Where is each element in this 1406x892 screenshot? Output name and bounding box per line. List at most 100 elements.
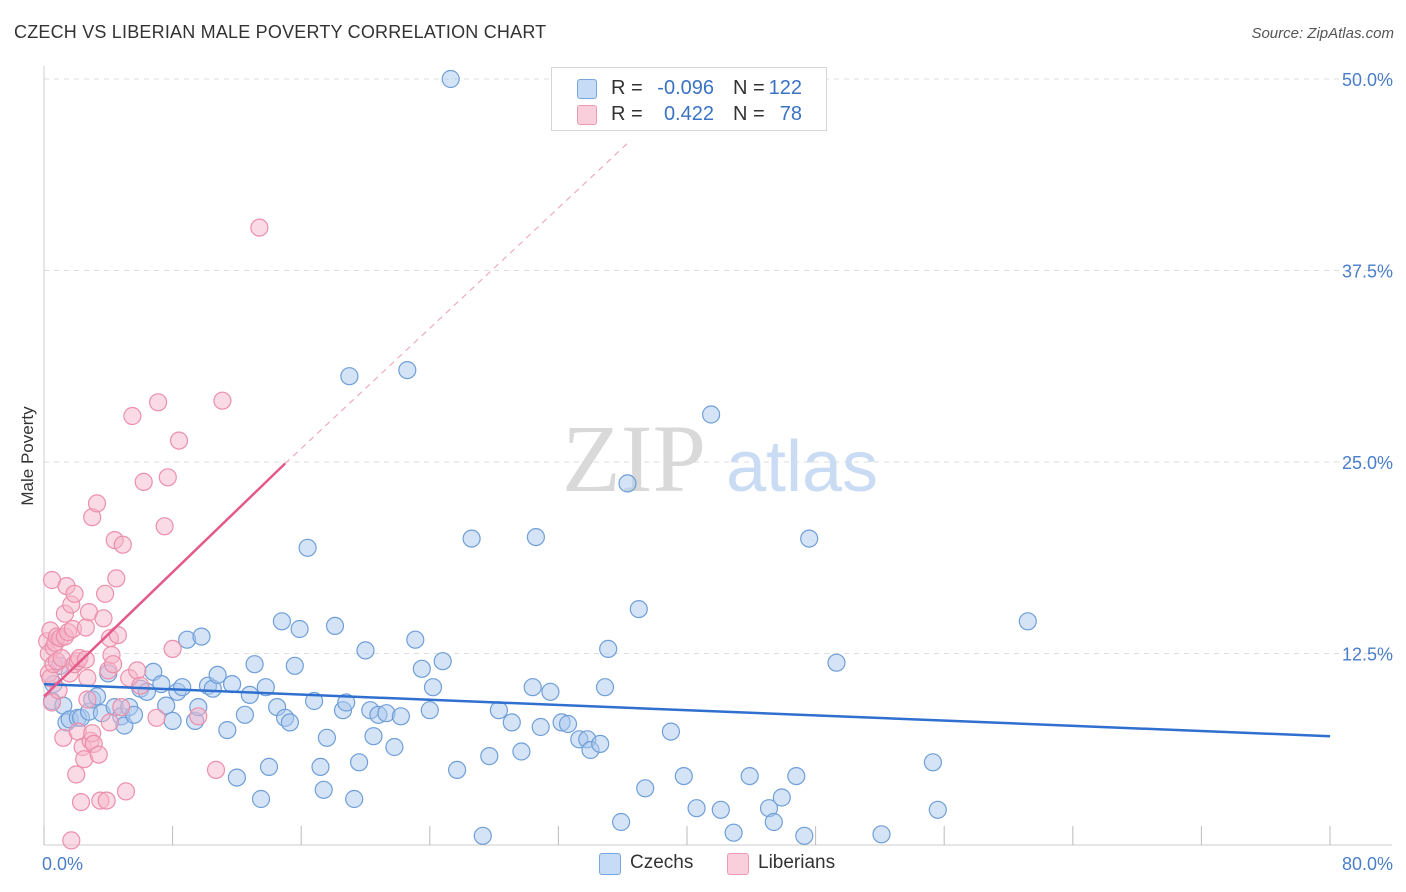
czech-point-57 [345, 789, 364, 809]
czech-point-74 [462, 529, 481, 548]
liberian-point-45 [94, 609, 113, 628]
gridlines [44, 78, 1392, 654]
liberian-point-49 [100, 713, 120, 732]
watermark-zip: ZIP [562, 405, 706, 512]
legend-n-label: N = [733, 77, 765, 99]
czech-point-37 [240, 685, 259, 705]
liberian-swatch [577, 105, 597, 125]
czech-point-83 [541, 682, 560, 701]
czech-point-105 [772, 788, 791, 807]
czech-point-111 [923, 753, 943, 772]
liberian-point-34 [76, 618, 95, 637]
liberian-point-62 [131, 676, 150, 695]
czech-point-66 [398, 361, 417, 380]
czech-point-91 [599, 639, 618, 659]
czech-point-22 [157, 696, 176, 715]
liberian-point-66 [155, 517, 174, 536]
czech-point-89 [591, 734, 610, 754]
czech-point-56 [340, 367, 359, 386]
czech-point-80 [523, 678, 542, 697]
liberian-point-72 [213, 391, 232, 410]
czech-point-99 [701, 405, 721, 424]
czech-point-49 [305, 691, 324, 711]
y-tick-label-2: 37.5% [1342, 262, 1393, 282]
czech-point-59 [356, 641, 375, 660]
y-tick-label-0: 12.5% [1342, 645, 1393, 665]
series-legend: Czechs Liberians [0, 850, 1406, 878]
y-tick-label-3: 50.0% [1342, 70, 1393, 90]
czech-point-69 [420, 701, 439, 720]
czech-point-65 [391, 707, 410, 726]
czech-point-47 [290, 619, 309, 639]
czech-point-39 [251, 789, 271, 809]
czech-point-112 [928, 800, 947, 819]
axes [43, 66, 1392, 846]
czech-swatch [577, 79, 597, 99]
legend-r-label: R = [611, 103, 643, 125]
liberian-point-33 [76, 650, 95, 669]
czech-points [42, 69, 1037, 845]
czech-point-35 [227, 768, 246, 787]
czech-point-67 [406, 630, 425, 649]
czech-point-77 [489, 701, 508, 720]
czech-point-34 [223, 674, 242, 694]
czech-point-41 [259, 757, 279, 777]
tick-labels: 12.5% 25.0% 37.5% 50.0% 0.0% 80.0% [42, 70, 1393, 874]
liberian-point-25 [65, 584, 84, 603]
chart-title: CZECH VS LIBERIAN MALE POVERTY CORRELATI… [14, 22, 547, 42]
czech-point-95 [636, 779, 655, 798]
correlation-legend: R = -0.096 N = 122 R = 0.422 N = 78 [551, 67, 827, 131]
czech-point-50 [311, 757, 330, 777]
legend-row-liberians: R = 0.422 N = 78 [552, 101, 826, 129]
liberian-point-68 [163, 639, 182, 659]
liberian-point-63 [134, 472, 153, 491]
liberian-point-65 [149, 393, 168, 412]
czech-point-94 [629, 599, 648, 619]
liberian-point-36 [78, 690, 97, 709]
czech-point-29 [192, 627, 211, 646]
liberian-point-30 [71, 792, 91, 812]
czech-point-55 [337, 693, 356, 712]
liberian-point-26 [67, 765, 86, 784]
czech-point-113 [1018, 612, 1037, 631]
legend-label-liberians: Liberians [758, 852, 836, 873]
liberian-point-73 [250, 218, 269, 237]
czech-point-106 [787, 766, 806, 786]
czech-point-75 [473, 826, 492, 845]
czech-point-52 [317, 728, 336, 747]
czech-point-58 [350, 753, 369, 772]
source-label: Source: ZipAtlas.com [1251, 25, 1394, 42]
liberian-point-54 [107, 569, 126, 588]
liberian-swatch [727, 853, 749, 875]
czech-point-48 [298, 538, 317, 557]
czech-point-92 [611, 812, 631, 832]
czech-point-93 [618, 474, 637, 493]
x-tick-label-1: 80.0% [1342, 854, 1393, 874]
czech-swatch [599, 853, 621, 875]
liberian-trend-line [43, 462, 286, 698]
czech-point-79 [512, 742, 531, 761]
legend-n-value: 78 [779, 103, 802, 125]
czech-point-71 [433, 652, 452, 671]
czech-point-108 [800, 529, 819, 548]
liberian-point-35 [78, 668, 97, 688]
czech-point-85 [558, 714, 578, 734]
czech-point-25 [173, 678, 192, 697]
legend-row-czechs: R = -0.096 N = 122 [552, 75, 826, 103]
liberian-point-67 [158, 468, 177, 487]
czech-point-81 [526, 527, 546, 547]
czech-point-46 [285, 656, 304, 675]
legend-r-value: 0.422 [663, 103, 714, 125]
liberian-point-52 [103, 655, 123, 674]
czech-point-40 [256, 678, 275, 697]
liberian-point-61 [128, 661, 147, 680]
liberian-point-69 [169, 431, 189, 450]
czech-point-23 [163, 711, 182, 731]
liberian-point-21 [62, 831, 81, 850]
czech-point-70 [423, 678, 443, 697]
czech-point-98 [687, 799, 706, 818]
czech-point-45 [280, 713, 299, 732]
legend-r-value: -0.096 [657, 77, 714, 99]
liberian-point-56 [112, 697, 131, 717]
liberian-point-42 [87, 494, 107, 513]
